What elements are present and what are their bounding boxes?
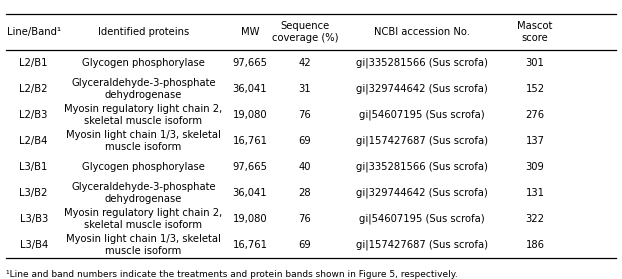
Text: 97,665: 97,665 [233,162,267,172]
Text: Myosin regulatory light chain 2,
skeletal muscle isoform: Myosin regulatory light chain 2, skeleta… [64,104,223,126]
Text: 276: 276 [526,110,545,120]
Text: 309: 309 [526,162,544,172]
Text: gi|54607195 (Sus scrofa): gi|54607195 (Sus scrofa) [360,214,485,224]
Text: 19,080: 19,080 [233,214,267,224]
Text: 137: 137 [526,136,544,146]
Text: L3/B2: L3/B2 [19,188,48,198]
Text: 322: 322 [526,214,544,224]
Text: gi|157427687 (Sus scrofa): gi|157427687 (Sus scrofa) [356,240,488,250]
Text: 19,080: 19,080 [233,110,267,120]
Text: 76: 76 [299,110,311,120]
Text: Glycogen phosphorylase: Glycogen phosphorylase [82,58,205,68]
Text: 69: 69 [299,240,311,250]
Text: Myosin light chain 1/3, skeletal
muscle isoform: Myosin light chain 1/3, skeletal muscle … [66,234,221,256]
Text: L3/B1: L3/B1 [19,162,48,172]
Text: gi|54607195 (Sus scrofa): gi|54607195 (Sus scrofa) [360,110,485,120]
Text: Myosin regulatory light chain 2,
skeletal muscle isoform: Myosin regulatory light chain 2, skeleta… [64,208,223,230]
Text: L2/B1: L2/B1 [19,58,48,68]
Text: Glyceraldehyde-3-phosphate
dehydrogenase: Glyceraldehyde-3-phosphate dehydrogenase [71,78,216,100]
Text: L2/B3: L2/B3 [19,110,48,120]
Text: NCBI accession No.: NCBI accession No. [374,27,470,37]
Text: 186: 186 [526,240,544,250]
Text: gi|335281566 (Sus scrofa): gi|335281566 (Sus scrofa) [356,162,488,172]
Text: 97,665: 97,665 [233,58,267,68]
Text: gi|335281566 (Sus scrofa): gi|335281566 (Sus scrofa) [356,58,488,68]
Text: 28: 28 [299,188,311,198]
Text: 36,041: 36,041 [233,84,267,94]
Text: L2/B4: L2/B4 [19,136,48,146]
Text: gi|329744642 (Sus scrofa): gi|329744642 (Sus scrofa) [356,84,488,94]
Text: 131: 131 [526,188,544,198]
Text: Myosin light chain 1/3, skeletal
muscle isoform: Myosin light chain 1/3, skeletal muscle … [66,130,221,152]
Text: 301: 301 [526,58,544,68]
Text: Mascot
score: Mascot score [518,21,553,43]
Text: L3/B3: L3/B3 [19,214,48,224]
Text: Identified proteins: Identified proteins [98,27,189,37]
Text: 36,041: 36,041 [233,188,267,198]
Text: 16,761: 16,761 [233,136,267,146]
Text: gi|329744642 (Sus scrofa): gi|329744642 (Sus scrofa) [356,188,488,198]
Text: ¹Line and band numbers indicate the treatments and protein bands shown in Figure: ¹Line and band numbers indicate the trea… [6,270,458,279]
Text: L2/B2: L2/B2 [19,84,48,94]
Text: 40: 40 [299,162,311,172]
Text: gi|157427687 (Sus scrofa): gi|157427687 (Sus scrofa) [356,136,488,146]
Text: Glycogen phosphorylase: Glycogen phosphorylase [82,162,205,172]
Text: 16,761: 16,761 [233,240,267,250]
Text: Sequence
coverage (%): Sequence coverage (%) [272,21,338,43]
Text: L3/B4: L3/B4 [19,240,48,250]
Text: MW: MW [241,27,259,37]
Text: 69: 69 [299,136,311,146]
Text: Line/Band¹: Line/Band¹ [7,27,61,37]
Text: 42: 42 [299,58,311,68]
Text: 152: 152 [526,84,545,94]
Text: 31: 31 [299,84,311,94]
Text: 76: 76 [299,214,311,224]
Text: Glyceraldehyde-3-phosphate
dehydrogenase: Glyceraldehyde-3-phosphate dehydrogenase [71,182,216,204]
